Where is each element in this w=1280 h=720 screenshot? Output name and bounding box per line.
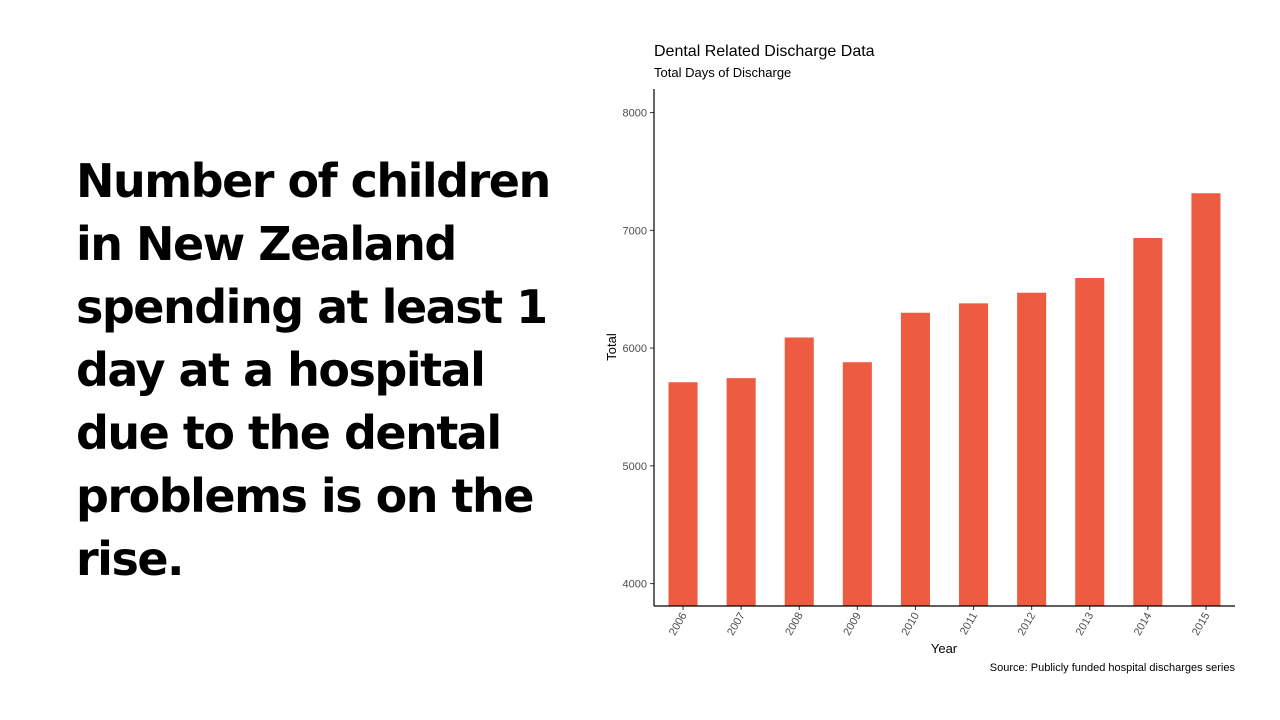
bar-2012 [1017, 292, 1047, 606]
bars-group [668, 193, 1221, 607]
bar-2011 [959, 303, 989, 606]
y-axis-title: Total [604, 333, 619, 361]
x-tick-label-2011: 2011 [958, 611, 980, 637]
slide-headline: Number of children in New Zealand spendi… [76, 154, 551, 586]
bar-2009 [842, 362, 872, 606]
x-tick-label-2007: 2007 [725, 611, 748, 638]
y-tick-label: 8000 [623, 108, 647, 120]
chart-caption: Source: Publicly funded hospital dischar… [990, 662, 1236, 674]
bar-2008 [784, 337, 814, 606]
y-axis-ticks: 4000 5000 6000 7000 8000 [623, 108, 654, 591]
y-tick-label: 4000 [623, 579, 647, 591]
x-tick-label-2012: 2012 [1016, 611, 1039, 638]
x-axis-title: Year [931, 641, 958, 656]
chart-title: Dental Related Discharge Data [654, 43, 875, 60]
y-tick-label: 6000 [623, 343, 647, 355]
x-tick-label-2014: 2014 [1132, 611, 1155, 638]
bar-2014 [1133, 237, 1163, 607]
x-tick-label-2009: 2009 [841, 611, 864, 638]
chart-subtitle: Total Days of Discharge [654, 65, 791, 80]
y-tick-label: 5000 [623, 461, 647, 473]
bar-2006 [668, 382, 698, 606]
x-tick-label-2013: 2013 [1074, 611, 1097, 638]
bar-2007 [726, 378, 756, 606]
x-tick-label-2006: 2006 [667, 611, 690, 638]
bar-2013 [1075, 278, 1105, 606]
x-tick-label-2010: 2010 [899, 611, 922, 638]
bar-2010 [900, 312, 930, 606]
bar-2015 [1191, 193, 1221, 607]
x-tick-label-2008: 2008 [783, 611, 806, 638]
x-axis-ticks: 2006 2007 2008 2009 2010 2011 2012 2013 2014 2015 [667, 606, 1213, 638]
x-tick-label-2015: 2015 [1190, 611, 1213, 638]
y-tick-label: 7000 [623, 225, 647, 237]
